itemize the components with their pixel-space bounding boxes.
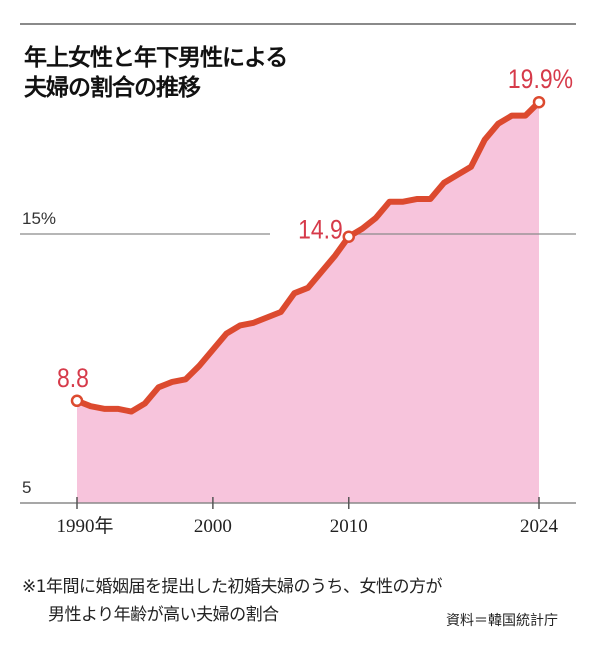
x-tick-label: 2010 <box>330 516 368 537</box>
x-tick-label: 2000 <box>194 516 232 537</box>
data-point-marker <box>70 394 84 408</box>
footnote-line-1: ※1年間に婚姻届を提出した初婚夫婦のうち、女性の方が <box>22 577 443 597</box>
data-label: 19.9% <box>508 64 573 94</box>
data-point-marker <box>342 230 356 243</box>
series-line <box>74 99 542 415</box>
data-label: 8.8 <box>57 363 89 393</box>
y-tick-label: 15% <box>22 209 56 228</box>
top-rule <box>20 23 576 25</box>
chart-title-line-2: 夫婦の割合の推移 <box>24 75 201 101</box>
chart-title-line-1: 年上女性と年下男性による <box>24 45 288 71</box>
y-tick-label: 5 <box>22 478 31 497</box>
footnote-line-2: 男性より年齢が高い夫婦の割合 <box>48 605 279 625</box>
data-point-marker <box>532 95 546 109</box>
x-tick-label: 2024 <box>520 516 559 537</box>
data-label: 14.9 <box>298 215 343 245</box>
chart-area: 5 15% 1990年 2000 2010 2024 8.8 14.9 19.9% <box>20 64 576 537</box>
source-label: 資料＝韓国統計庁 <box>446 613 558 629</box>
area-fill <box>77 102 539 503</box>
x-tick-label: 1990年 <box>56 515 113 537</box>
